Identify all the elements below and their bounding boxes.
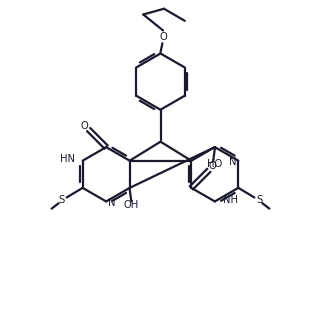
Text: O: O [81, 121, 89, 131]
Text: N: N [229, 157, 236, 167]
Text: NH: NH [223, 195, 238, 205]
Text: OH: OH [123, 200, 138, 210]
Text: HN: HN [60, 154, 75, 164]
Text: S: S [256, 195, 262, 205]
Text: HO: HO [207, 159, 222, 169]
Text: S: S [59, 195, 65, 205]
Text: N: N [108, 198, 116, 208]
Text: O: O [209, 162, 217, 172]
Text: O: O [159, 32, 167, 42]
